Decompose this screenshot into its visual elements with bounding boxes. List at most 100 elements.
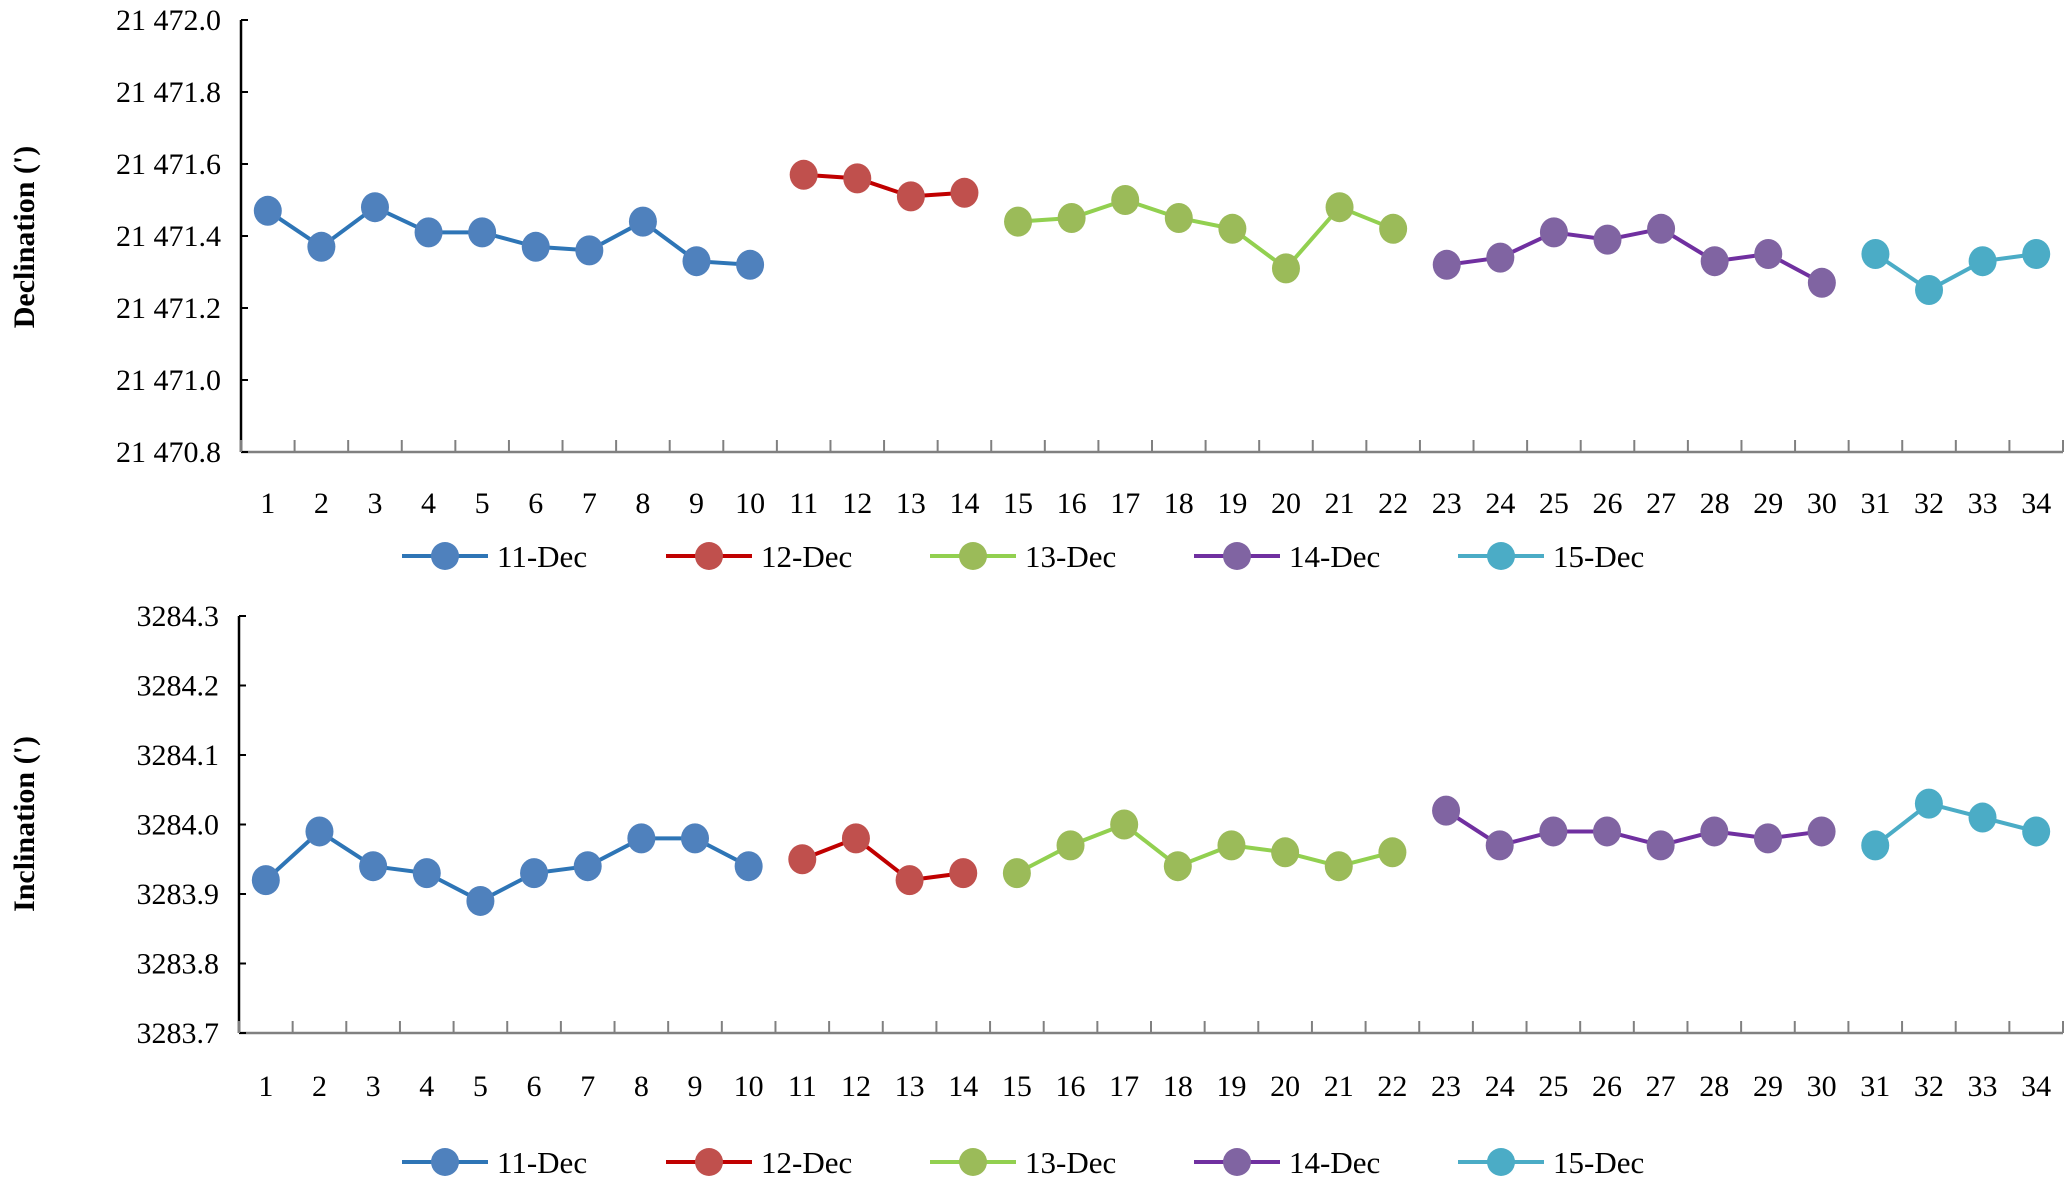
legend-marker	[431, 542, 459, 570]
series-12-dec	[789, 159, 979, 212]
data-point	[307, 231, 336, 262]
data-point	[734, 851, 763, 882]
x-tick-label: 22	[1378, 487, 1408, 520]
data-point	[1486, 242, 1515, 273]
x-tick-label: 5	[475, 487, 490, 520]
data-point	[1968, 802, 1997, 833]
x-tick-label: 8	[635, 487, 650, 520]
data-point	[895, 865, 924, 896]
y-axis-title: Declination (')	[8, 146, 41, 328]
y-tick-label: 3284.3	[137, 600, 220, 633]
x-tick-label: 12	[841, 1070, 871, 1103]
data-point	[1004, 206, 1033, 237]
y-tick-label: 3284.2	[137, 670, 220, 703]
x-tick-label: 27	[1646, 487, 1676, 520]
data-point	[1700, 246, 1729, 277]
x-tick-label: 19	[1217, 487, 1247, 520]
x-tick-label: 18	[1164, 487, 1194, 520]
x-tick-label: 4	[421, 487, 436, 520]
data-point	[1218, 213, 1247, 244]
x-tick-label: 5	[473, 1070, 488, 1103]
data-point	[843, 163, 872, 194]
legend-label: 12-Dec	[761, 539, 852, 574]
x-tick-label: 21	[1325, 487, 1355, 520]
data-point	[1753, 823, 1782, 854]
data-point	[736, 249, 765, 280]
legend-marker	[959, 542, 987, 570]
legend-label: 13-Dec	[1025, 539, 1116, 574]
data-point	[1164, 203, 1193, 233]
legend-label: 14-Dec	[1289, 1145, 1380, 1180]
series-15-dec	[1861, 239, 2051, 305]
x-tick-label: 22	[1377, 1070, 1407, 1103]
data-point	[1968, 246, 1997, 277]
x-tick-label: 25	[1539, 487, 1569, 520]
x-tick-label: 10	[735, 487, 765, 520]
x-tick-label: 16	[1057, 487, 1087, 520]
series-line	[803, 172, 965, 199]
x-tick-label: 12	[842, 487, 872, 520]
data-point	[841, 823, 870, 854]
series-12-dec	[788, 823, 978, 896]
data-point	[1807, 816, 1836, 847]
data-point	[251, 865, 280, 896]
x-tick-label: 20	[1271, 487, 1301, 520]
data-point	[468, 217, 497, 248]
data-point	[788, 844, 817, 875]
y-tick-label: 21 471.6	[116, 148, 221, 181]
legend-label: 11-Dec	[497, 539, 587, 574]
legend-label: 13-Dec	[1025, 1145, 1116, 1180]
data-point	[1378, 837, 1407, 868]
series-14-dec	[1432, 213, 1836, 298]
data-point	[1700, 816, 1729, 847]
x-tick-label: 30	[1807, 487, 1837, 520]
x-tick-label: 13	[896, 487, 926, 520]
data-point	[2022, 816, 2051, 847]
y-tick-label: 3283.8	[137, 948, 220, 981]
series-15-dec	[1861, 788, 2051, 861]
inclination-chart: 3283.73283.83283.93284.03284.13284.23284…	[8, 600, 2064, 1180]
legend-item-12-dec: 12-Dec	[666, 539, 852, 574]
data-point	[1163, 851, 1192, 882]
data-point	[1056, 830, 1085, 861]
x-tick-label: 28	[1699, 1070, 1729, 1103]
x-tick-label: 7	[582, 487, 597, 520]
legend-item-11-dec: 11-Dec	[402, 539, 587, 574]
data-point	[1539, 816, 1568, 847]
x-tick-label: 33	[1968, 1070, 1998, 1103]
x-tick-label: 9	[689, 487, 704, 520]
x-tick-label: 32	[1914, 487, 1944, 520]
series-14-dec	[1432, 795, 1836, 861]
data-point	[573, 851, 602, 882]
x-tick-label: 29	[1753, 1070, 1783, 1103]
legend-label: 15-Dec	[1553, 539, 1644, 574]
x-tick-label: 1	[258, 1070, 273, 1103]
data-point	[896, 181, 925, 212]
x-tick-label: 15	[1003, 487, 1033, 520]
data-point	[1110, 809, 1139, 840]
data-point	[1646, 830, 1675, 861]
data-point	[1379, 213, 1408, 244]
data-point	[520, 858, 549, 889]
legend-label: 15-Dec	[1553, 1145, 1644, 1180]
series-line	[1874, 252, 2037, 293]
data-point	[627, 823, 656, 854]
y-tick-label: 3283.9	[137, 878, 220, 911]
x-tick-label: 27	[1646, 1070, 1676, 1103]
data-point	[1325, 192, 1354, 223]
x-tick-label: 29	[1753, 487, 1783, 520]
x-tick-label: 33	[1968, 487, 1998, 520]
legend-marker	[959, 1148, 987, 1176]
data-point	[2022, 239, 2051, 269]
series-line	[1874, 801, 2037, 847]
data-point	[360, 192, 389, 223]
series-11-dec	[251, 816, 763, 916]
legend-item-14-dec: 14-Dec	[1194, 539, 1380, 574]
data-point	[681, 823, 709, 854]
y-tick-label: 21 470.8	[116, 436, 221, 469]
x-tick-label: 21	[1324, 1070, 1354, 1103]
data-point	[628, 206, 657, 237]
data-point	[1057, 203, 1086, 233]
series-line	[264, 828, 750, 904]
